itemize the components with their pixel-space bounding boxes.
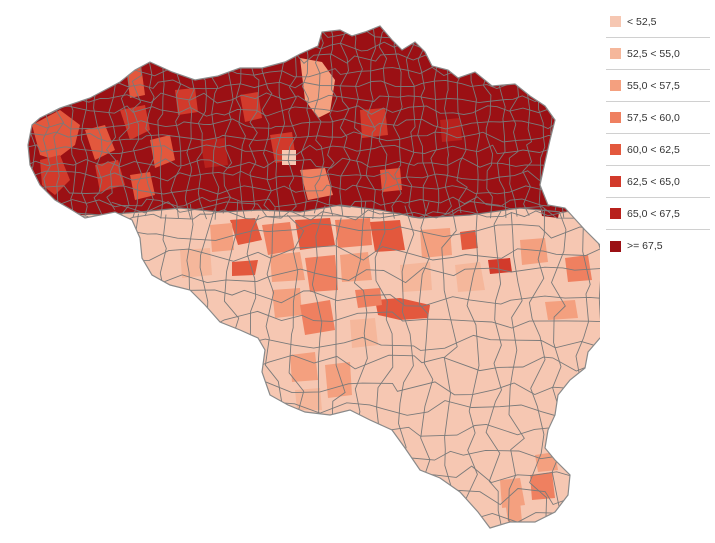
municipality [300, 58, 335, 118]
municipality [210, 223, 234, 252]
legend-swatch [610, 48, 621, 59]
legend-item: 52,5 < 55,0 [606, 38, 710, 70]
legend-label: 52,5 < 55,0 [627, 47, 680, 60]
legend-label: 62,5 < 65,0 [627, 175, 680, 188]
municipality [488, 258, 512, 274]
municipality [360, 108, 388, 138]
municipality [290, 352, 318, 382]
legend-item: 65,0 < 67,5 [606, 198, 710, 230]
legend-item: 60,0 < 62,5 [606, 134, 710, 166]
municipality [535, 452, 558, 472]
legend-swatch [610, 16, 621, 27]
municipality [295, 388, 322, 410]
municipality [455, 262, 485, 292]
municipality [240, 92, 262, 122]
municipality [150, 135, 175, 168]
municipality [95, 160, 125, 192]
municipality [460, 230, 478, 250]
legend-label: 57,5 < 60,0 [627, 111, 680, 124]
municipality [370, 220, 405, 252]
map-legend: < 52,5 52,5 < 55,0 55,0 < 57,5 57,5 < 60,0 6… [606, 6, 710, 262]
legend-swatch [610, 144, 621, 155]
legend-item: < 52,5 [606, 6, 710, 38]
municipality [180, 248, 212, 278]
legend-item: 55,0 < 57,5 [606, 70, 710, 102]
legend-item: 57,5 < 60,0 [606, 102, 710, 134]
municipality [420, 228, 452, 258]
municipality [305, 255, 338, 292]
municipality [325, 362, 352, 398]
legend-label: >= 67,5 [627, 240, 663, 252]
municipality [530, 472, 555, 500]
belgium-choropleth-map [27, 25, 600, 529]
legend-item: 62,5 < 65,0 [606, 166, 710, 198]
legend-label: 55,0 < 57,5 [627, 79, 680, 92]
legend-swatch [610, 176, 621, 187]
legend-swatch [610, 240, 621, 252]
legend-item: >= 67,5 [606, 230, 710, 262]
municipality [565, 255, 592, 282]
municipality [300, 300, 335, 335]
legend-swatch [610, 112, 621, 123]
legend-label: 60,0 < 62,5 [627, 143, 680, 156]
municipality [520, 238, 548, 265]
municipality [272, 288, 302, 318]
municipality [232, 260, 258, 276]
country-border [27, 25, 600, 529]
legend-swatch [610, 80, 621, 91]
municipality [400, 262, 432, 292]
legend-label: 65,0 < 67,5 [627, 207, 680, 220]
municipality [355, 288, 382, 308]
municipality [440, 118, 462, 142]
municipality [505, 500, 522, 522]
legend-swatch [610, 208, 621, 219]
legend-label: < 52,5 [627, 15, 657, 28]
municipality [295, 218, 335, 250]
